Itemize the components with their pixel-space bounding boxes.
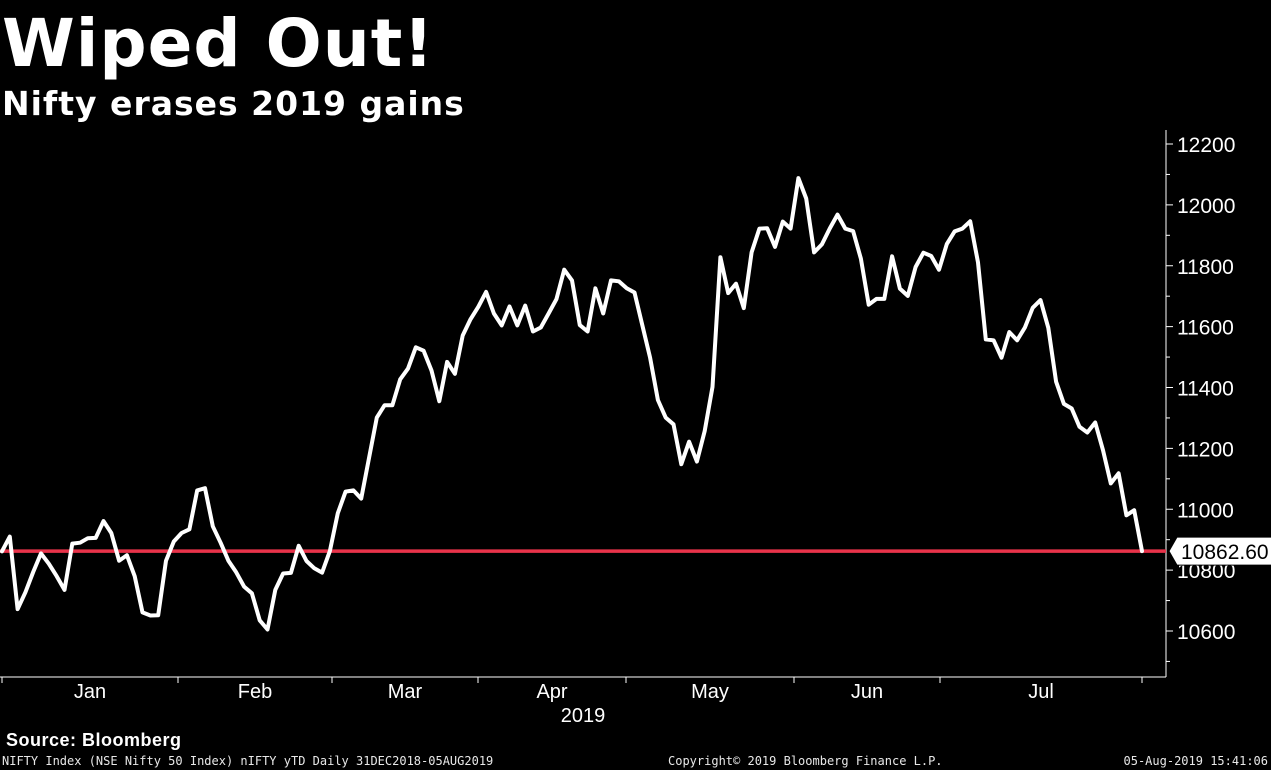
y-tick-label: 11600: [1177, 317, 1234, 340]
y-tick-label: 11200: [1177, 438, 1234, 461]
y-tick-label: 11000: [1177, 499, 1234, 522]
x-tick-label: Feb: [238, 681, 272, 703]
source-label: Source: Bloomberg: [6, 730, 182, 750]
x-tick-label: Jul: [1028, 681, 1054, 703]
last-value-label: 10862.60: [1181, 541, 1269, 564]
footer-timestamp: 05-Aug-2019 15:41:06: [1123, 754, 1269, 768]
nifty-price-line: [0, 176, 1144, 632]
x-tick-label: May: [691, 681, 729, 703]
y-tick-label: 11800: [1177, 256, 1234, 279]
y-tick-label: 10600: [1177, 621, 1235, 644]
last-value-box: [1168, 536, 1271, 566]
footer-copyright: Copyright© 2019 Bloomberg Finance L.P.: [668, 754, 943, 768]
x-tick-label: Mar: [388, 681, 423, 703]
footer-security-info: NIFTY Index (NSE Nifty 50 Index) nIFTY y…: [2, 754, 494, 768]
x-tick-label: Apr: [536, 681, 567, 703]
y-tick-label: 11400: [1177, 378, 1234, 401]
y-tick-label: 10800: [1177, 560, 1235, 583]
x-axis-year-label: 2019: [561, 705, 606, 727]
y-tick-label: 12200: [1177, 134, 1235, 157]
chart-subtitle: Nifty erases 2019 gains: [2, 84, 465, 123]
x-tick-label: Jun: [851, 681, 883, 703]
y-tick-label: 12000: [1177, 195, 1235, 218]
chart-title: Wiped Out!: [2, 5, 435, 82]
x-tick-label: Jan: [74, 681, 106, 703]
